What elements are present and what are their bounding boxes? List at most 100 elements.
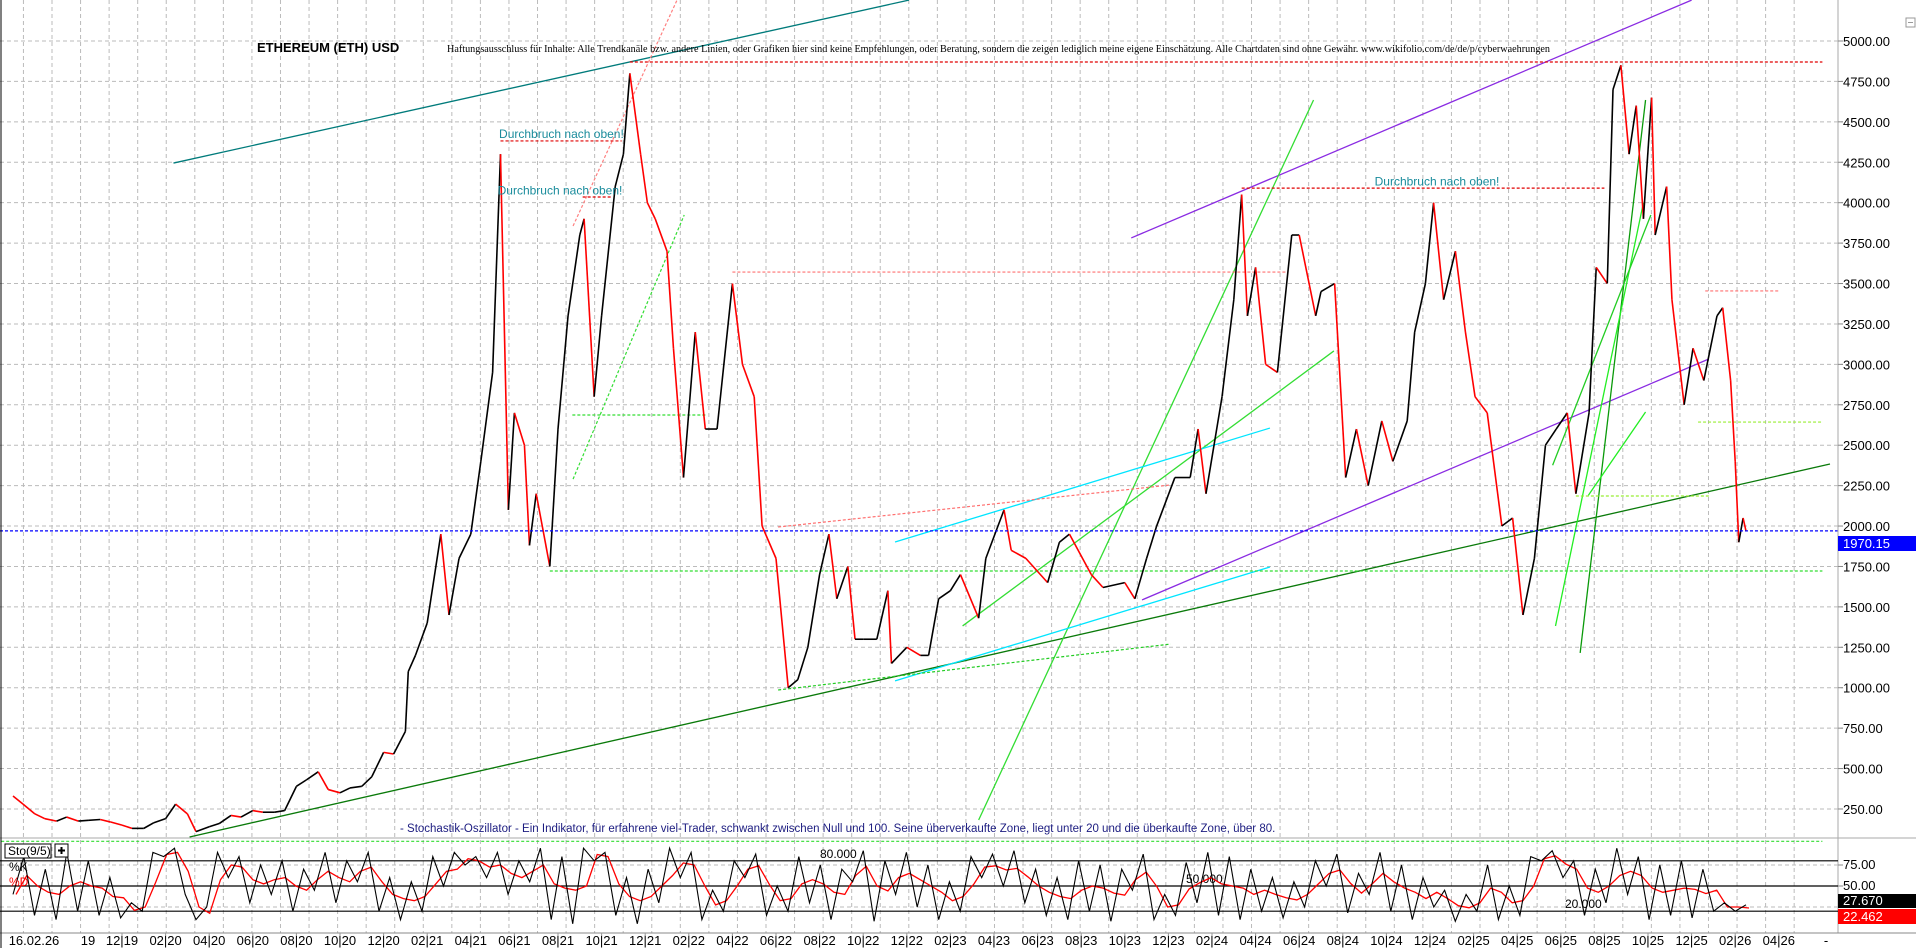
price-segment (1068, 533, 1092, 575)
price-segment (535, 493, 551, 567)
price-segment (100, 818, 111, 823)
trendlines (0, 0, 1831, 842)
price-segment (383, 751, 394, 755)
price-segment (949, 574, 962, 592)
price-segment (818, 533, 830, 575)
trendline (173, 0, 910, 164)
price-segment (959, 574, 980, 619)
price-segment (622, 73, 631, 155)
price-segment (88, 818, 101, 822)
price-segment (1298, 234, 1317, 317)
x-tick-label: 04|26 (1763, 933, 1795, 948)
price-segment (1716, 307, 1724, 317)
price-segment (1413, 283, 1427, 333)
indicator-name: Sto(9/5) (8, 844, 51, 858)
price-segment (1155, 477, 1176, 527)
time-axis: 16.02.26 19 12|19 02|20 04|20 06|20 08|20 10|20… (9, 933, 1828, 948)
price-segment (470, 461, 482, 535)
indicator-label-box[interactable]: Sto(9/5) (4, 843, 52, 859)
price-segment (1124, 582, 1136, 600)
price-segment (1612, 65, 1622, 90)
price-segment (1628, 105, 1638, 155)
x-tick-label: 06|20 (237, 933, 269, 948)
x-tick-label: 10|21 (585, 933, 617, 948)
oscillator-level-label: 20.000 (1565, 897, 1602, 911)
y-tick-label: 250.00 (1843, 802, 1883, 817)
price-segment (731, 283, 744, 365)
add-indicator-button[interactable] (54, 843, 69, 858)
price-segment (1344, 428, 1358, 478)
annotation-text: Durchbruch nach oben! (1375, 175, 1500, 189)
price-segment (426, 534, 442, 624)
y-tick-label: 3750.00 (1843, 236, 1890, 251)
x-tick-label: 08|22 (803, 933, 835, 948)
price-segment (448, 558, 460, 616)
price-axis: 5000.00 4750.00 4500.00 4250.00 4000.00 3750.… (1838, 34, 1890, 817)
price-segment (440, 534, 450, 616)
x-tick-label: 16.02.26 (9, 933, 60, 948)
price-segment (34, 813, 46, 820)
price-segment (1003, 509, 1012, 551)
price-segment (753, 396, 763, 527)
price-segment (164, 803, 177, 820)
trendline (1587, 411, 1647, 496)
price-segment (1575, 412, 1590, 494)
price-segment (1464, 331, 1476, 397)
price-segment (654, 218, 668, 252)
x-tick-label: 12|24 (1414, 933, 1446, 948)
price-segment (1025, 557, 1049, 584)
price-segment (985, 509, 1005, 559)
oscillator-series (12, 846, 1750, 924)
x-tick-label: 02|23 (934, 933, 966, 948)
price-segment (938, 590, 951, 600)
price-segment (1221, 299, 1235, 397)
x-tick-label: 04|23 (978, 933, 1010, 948)
price-segment (1595, 266, 1608, 284)
x-tick-label: 12|19 (106, 933, 138, 948)
price-segment (175, 803, 188, 815)
price-segment (847, 566, 856, 640)
price-segment (1555, 412, 1568, 430)
price-segment (1102, 581, 1125, 589)
price-segment (1046, 541, 1061, 583)
y-tick-label: 4000.00 (1843, 196, 1890, 211)
price-segment (1737, 517, 1744, 543)
price-segment (1320, 282, 1336, 293)
price-segment (549, 428, 559, 567)
price-segment (1650, 97, 1656, 236)
percent-k-line (12, 846, 1747, 924)
x-tick-label: 04|21 (455, 933, 487, 948)
price-segment (1424, 202, 1435, 284)
price-segment (876, 590, 889, 640)
trendline (189, 463, 1831, 838)
price-segment (499, 154, 510, 510)
last-d-value: 22.462 (1843, 909, 1883, 924)
price-segment (1486, 412, 1503, 527)
x-tick-label: 19 (81, 933, 95, 948)
price-segment (1442, 250, 1457, 300)
price-segment (110, 821, 123, 826)
price-segment (1197, 428, 1207, 494)
price-segment (775, 558, 789, 688)
x-tick-label: 10|25 (1632, 933, 1664, 948)
price-segment (741, 364, 755, 397)
x-tick-label: 02|24 (1196, 933, 1228, 948)
oscillator-level-label: 80.000 (820, 847, 857, 861)
price-segment (1010, 549, 1027, 560)
y-tick-label: 5000.00 (1843, 34, 1890, 49)
price-segment (404, 671, 410, 732)
x-tick-label: 08|23 (1065, 933, 1097, 948)
price-segment (1090, 574, 1104, 589)
price-segment (639, 154, 649, 203)
price-segment (927, 598, 940, 656)
x-tick-label: 02|26 (1719, 933, 1751, 948)
price-segment (1314, 291, 1322, 317)
collapse-panel-button[interactable] (1905, 17, 1916, 28)
price-segment (230, 814, 242, 818)
price-segment (1606, 89, 1614, 284)
y-tick-label: 3250.00 (1843, 317, 1890, 332)
price-segment (1533, 445, 1547, 559)
current-price-label: 1970.15 (1843, 536, 1890, 551)
price-segment (1620, 65, 1630, 155)
